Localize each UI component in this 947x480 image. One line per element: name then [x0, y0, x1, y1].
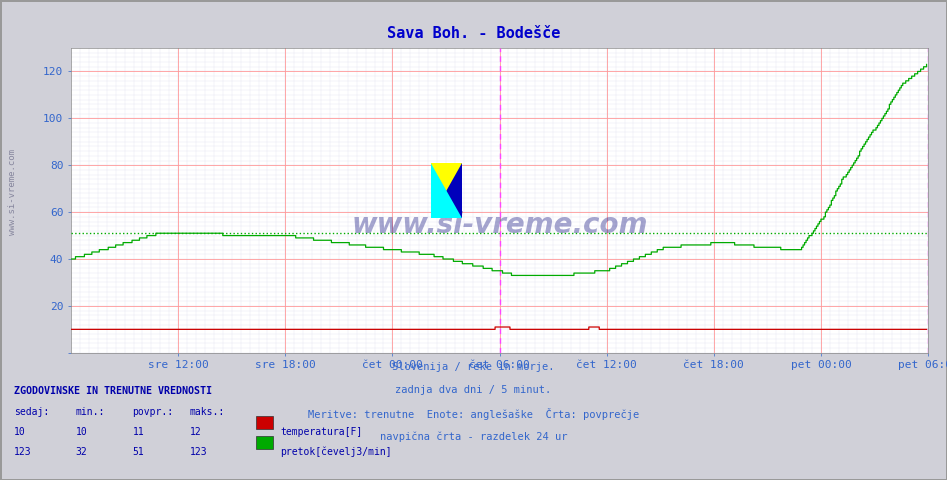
Text: povpr.:: povpr.:	[133, 407, 173, 417]
Text: www.si-vreme.com: www.si-vreme.com	[8, 149, 17, 235]
Text: 10: 10	[76, 427, 87, 437]
Text: 123: 123	[14, 447, 32, 457]
Text: navpična črta - razdelek 24 ur: navpična črta - razdelek 24 ur	[380, 432, 567, 442]
Text: 12: 12	[189, 427, 201, 437]
Text: sedaj:: sedaj:	[14, 407, 49, 417]
Text: www.si-vreme.com: www.si-vreme.com	[351, 211, 648, 239]
Text: zadnja dva dni / 5 minut.: zadnja dva dni / 5 minut.	[396, 385, 551, 396]
Text: ZGODOVINSKE IN TRENUTNE VREDNOSTI: ZGODOVINSKE IN TRENUTNE VREDNOSTI	[14, 386, 212, 396]
Text: pretok[čevelj3/min]: pretok[čevelj3/min]	[280, 447, 392, 457]
Text: 123: 123	[189, 447, 207, 457]
Text: 10: 10	[14, 427, 26, 437]
Text: Meritve: trenutne  Enote: anglešaške  Črta: povprečje: Meritve: trenutne Enote: anglešaške Črta…	[308, 408, 639, 420]
Text: maks.:: maks.:	[189, 407, 224, 417]
Text: 11: 11	[133, 427, 144, 437]
Text: Sava Boh. - Bodešče: Sava Boh. - Bodešče	[386, 26, 561, 41]
Text: 32: 32	[76, 447, 87, 457]
Text: 51: 51	[133, 447, 144, 457]
Text: temperatura[F]: temperatura[F]	[280, 427, 363, 437]
Polygon shape	[431, 163, 462, 218]
Text: Slovenija / reke in morje.: Slovenija / reke in morje.	[392, 362, 555, 372]
Polygon shape	[431, 163, 462, 218]
Text: min.:: min.:	[76, 407, 105, 417]
